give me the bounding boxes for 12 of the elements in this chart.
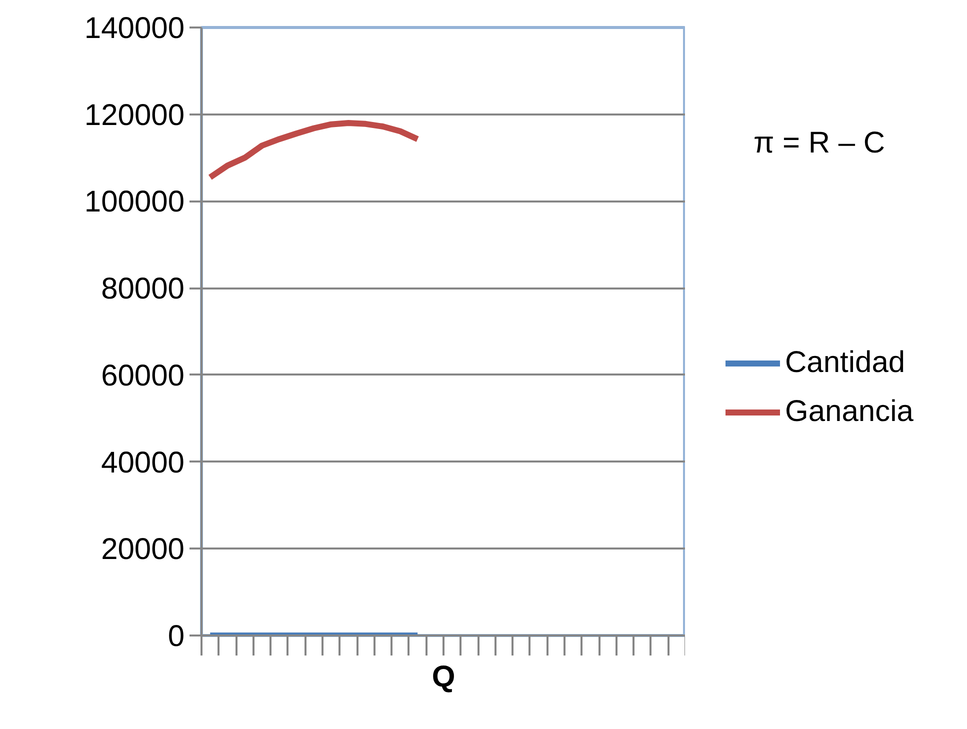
y-tick-label: 120000 bbox=[84, 98, 184, 132]
y-tick-label: 100000 bbox=[84, 186, 184, 219]
x-axis-title: Q bbox=[432, 660, 456, 694]
y-tick-label: 20000 bbox=[101, 533, 185, 566]
y-tick-label: 0 bbox=[168, 620, 185, 653]
y-tick-label: 40000 bbox=[101, 446, 185, 480]
y-tick-label: 140000 bbox=[84, 12, 184, 45]
text: π = R – C bbox=[754, 126, 886, 160]
legend-label: Cantidad bbox=[785, 346, 906, 380]
legend-label: Ganancia bbox=[785, 395, 914, 429]
y-tick-label: 60000 bbox=[101, 359, 185, 392]
y-tick-label: 80000 bbox=[101, 272, 185, 306]
